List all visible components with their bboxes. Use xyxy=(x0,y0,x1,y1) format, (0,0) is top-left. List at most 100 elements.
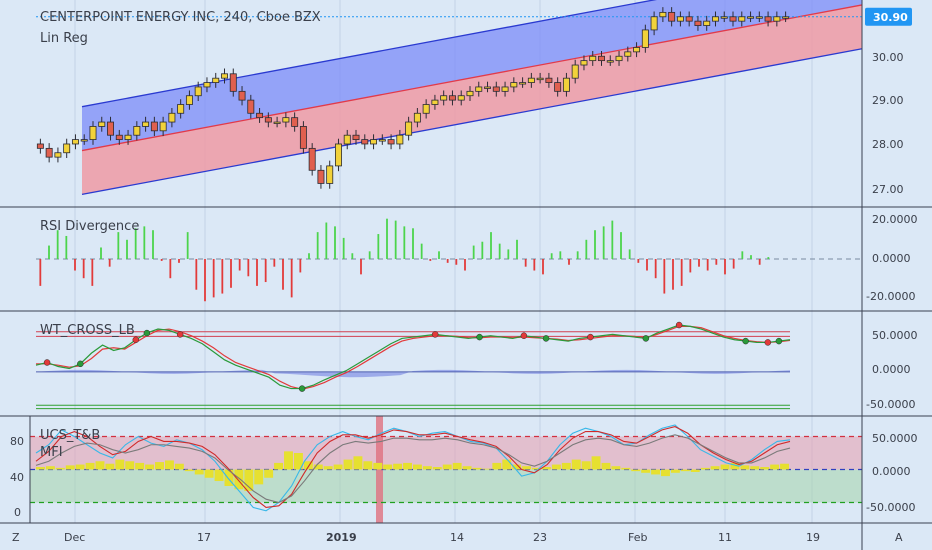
candle-body xyxy=(510,82,518,88)
candle-body xyxy=(431,99,439,105)
candle-body xyxy=(440,95,448,101)
wt-cross-panel xyxy=(35,321,791,410)
mfi-bar xyxy=(532,467,541,470)
x-tick: 23 xyxy=(533,531,547,544)
candle-body xyxy=(484,86,491,89)
mfi-bar xyxy=(36,467,45,470)
candle-body xyxy=(177,104,185,114)
candle-body xyxy=(571,64,579,79)
mfi-tick: 80 xyxy=(10,435,24,448)
zoom-toggle[interactable]: Z xyxy=(12,531,20,544)
candle-body xyxy=(115,134,123,140)
candle-body xyxy=(63,143,71,154)
mfi-bar xyxy=(591,456,601,470)
ucs-tick: 0.0000 xyxy=(872,465,911,478)
regression-channel xyxy=(36,0,863,196)
ucs-line xyxy=(35,434,791,504)
candle-body xyxy=(282,117,290,123)
mfi-bar xyxy=(462,466,472,470)
candle-body xyxy=(755,16,763,19)
candle-body xyxy=(343,134,351,145)
mfi-bar xyxy=(770,464,780,470)
wt-cross-dot xyxy=(143,329,151,337)
candle-body xyxy=(133,126,141,136)
mfi-bar xyxy=(780,463,790,470)
mfi-bar xyxy=(313,464,323,470)
mfi-bar xyxy=(700,467,710,470)
ucs-line xyxy=(35,424,791,512)
mfi-bar xyxy=(293,453,303,470)
mfi-bar xyxy=(234,469,244,490)
mfi-bar xyxy=(343,459,353,470)
candle-body xyxy=(291,117,299,127)
mfi-bar xyxy=(244,469,254,491)
candle-body xyxy=(562,77,570,92)
auto-scale-toggle[interactable]: A xyxy=(895,531,903,544)
mfi-bar xyxy=(432,467,442,470)
mfi-bar xyxy=(680,469,690,472)
price-tick: 30.00 xyxy=(872,51,904,64)
candle-body xyxy=(545,77,553,83)
mfi-bar xyxy=(303,461,313,470)
candle-body xyxy=(519,82,527,85)
rsi-title: RSI Divergence xyxy=(40,219,139,234)
regression-upper-line xyxy=(81,0,658,108)
rsi-tick: -20.0000 xyxy=(866,290,915,303)
candle-body xyxy=(475,86,483,92)
candle-body xyxy=(764,16,772,22)
mfi-bar xyxy=(403,462,413,470)
wt-cross-dot xyxy=(132,336,140,344)
candle-body xyxy=(650,16,658,31)
wt-cross-dot xyxy=(298,385,306,392)
wt-cross-dot xyxy=(742,337,749,345)
candle-body xyxy=(466,90,474,97)
mfi-bar xyxy=(710,466,720,470)
wt-tick: 50.0000 xyxy=(872,329,918,342)
mfi-bar xyxy=(690,469,700,472)
candle-body xyxy=(615,55,623,62)
candle-body xyxy=(694,20,702,26)
mfi-bar xyxy=(85,462,95,470)
mfi-bar xyxy=(264,469,274,478)
ucs-tick: 50.0000 xyxy=(872,432,918,445)
candle-body xyxy=(413,112,421,123)
candle-body xyxy=(659,11,667,18)
mfi-bar xyxy=(750,466,760,470)
mfi-bar xyxy=(363,461,373,470)
candle-body xyxy=(685,16,693,22)
candle-body xyxy=(264,117,272,123)
mfi-tick: 0 xyxy=(14,506,21,519)
x-tick: 11 xyxy=(718,531,732,544)
x-tick: 14 xyxy=(450,531,464,544)
regression-lower-fill xyxy=(82,4,862,195)
wt-cross-dot xyxy=(587,333,594,341)
candles xyxy=(36,7,790,189)
candle-body xyxy=(747,16,755,19)
mfi-bar xyxy=(214,469,224,482)
rsi-bars xyxy=(36,218,862,302)
candle-body xyxy=(89,126,97,140)
candle-body xyxy=(580,60,588,66)
candle-body xyxy=(317,169,325,184)
mfi-bar xyxy=(641,469,651,473)
mfi-bar xyxy=(284,451,293,470)
ucs-line xyxy=(35,426,791,509)
wt-cross-dot xyxy=(642,335,650,342)
wt-cross-dot xyxy=(764,339,772,346)
x-tick: 2019 xyxy=(326,531,357,544)
candle-body xyxy=(308,147,316,171)
mfi-bar xyxy=(393,463,403,470)
mfi-bar xyxy=(65,465,75,470)
candle-body xyxy=(598,55,605,62)
candle-body xyxy=(492,86,500,92)
candle-body xyxy=(238,90,246,101)
mfi-bar xyxy=(512,464,522,470)
wt-cross-dot xyxy=(77,360,84,368)
candle-body xyxy=(45,147,53,158)
mfi-bar xyxy=(145,464,155,470)
mfi-bar xyxy=(492,462,502,470)
candle-body xyxy=(554,82,562,92)
mfi-bar xyxy=(482,468,492,470)
